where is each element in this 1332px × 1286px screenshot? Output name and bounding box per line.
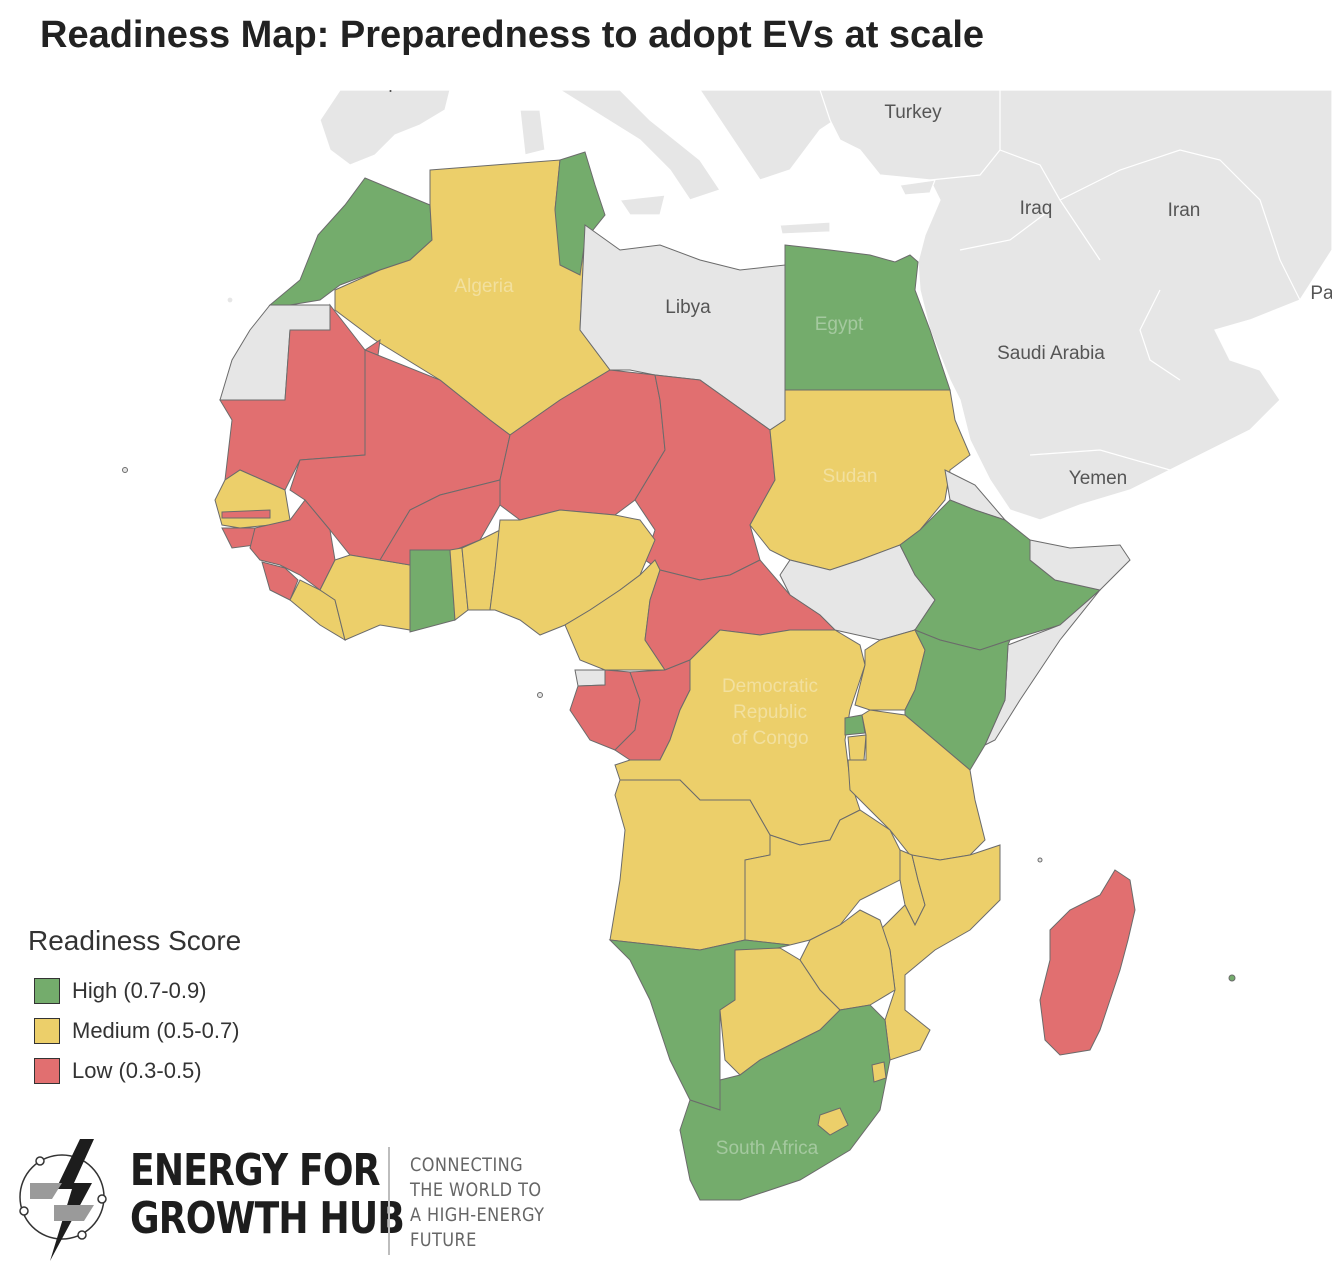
- country-madagascar[interactable]: [1039, 869, 1136, 1056]
- map-labels: Spain Turkey Iraq Iran Pa Libya Algeria …: [376, 90, 1332, 1159]
- italy-land: [558, 90, 721, 201]
- country-rwanda[interactable]: [844, 714, 866, 736]
- label-drc-line2: Republic: [733, 702, 807, 723]
- choropleth-map[interactable]: Spain Turkey Iraq Iran Pa Libya Algeria …: [0, 90, 1332, 1286]
- country-cote-divoire[interactable]: [319, 554, 411, 641]
- label-drc-line1: Democratic: [722, 676, 818, 697]
- label-libya: Libya: [665, 297, 711, 318]
- label-pakistan: Pa: [1310, 283, 1332, 304]
- country-comoros: [1037, 857, 1043, 863]
- legend-label-medium: Medium (0.5-0.7): [72, 1018, 240, 1043]
- country-lesotho[interactable]: [817, 1107, 849, 1136]
- spain-land: [319, 90, 451, 166]
- country-eswatini[interactable]: [871, 1061, 887, 1083]
- country-sao-tome: [537, 692, 543, 698]
- legend-title: Readiness Score: [28, 925, 242, 956]
- country-mauritius: [1228, 974, 1236, 982]
- country-sierra-leone[interactable]: [261, 561, 299, 601]
- sardinia-land: [519, 109, 546, 156]
- canary-islands: [226, 296, 234, 304]
- logo-mark-icon: [19, 1139, 107, 1261]
- neighbor-landmasses: [226, 90, 1332, 521]
- tagline-line4: FUTURE: [410, 1229, 477, 1251]
- africa-countries[interactable]: [122, 151, 1236, 1201]
- brand-name-line2: GROWTH HUB: [130, 1193, 405, 1244]
- logo-divider: [388, 1147, 390, 1255]
- country-south-africa[interactable]: [679, 1004, 891, 1201]
- label-iran: Iran: [1168, 200, 1201, 221]
- legend-label-low: Low (0.3-0.5): [72, 1058, 202, 1083]
- legend-swatch-medium: [34, 1018, 60, 1044]
- label-egypt: Egypt: [815, 314, 864, 335]
- legend-item-low[interactable]: Low (0.3-0.5): [28, 1051, 241, 1091]
- label-turkey: Turkey: [884, 102, 942, 123]
- label-yemen: Yemen: [1069, 468, 1127, 489]
- legend: Readiness Score High (0.7-0.9) Medium (0…: [28, 925, 241, 1091]
- label-drc-line3: of Congo: [731, 728, 808, 749]
- country-ghana[interactable]: [409, 549, 456, 633]
- brand-name: ENERGY FOR GROWTH HUB: [130, 1145, 405, 1244]
- label-spain: Spain: [376, 90, 425, 93]
- label-saudi-arabia: Saudi Arabia: [997, 343, 1105, 364]
- country-tanzania[interactable]: [847, 709, 986, 861]
- country-mozambique[interactable]: [879, 844, 1001, 1061]
- brand-name-line1: ENERGY FOR: [130, 1145, 381, 1196]
- map-title: Readiness Map: Preparedness to adopt EVs…: [40, 14, 985, 56]
- label-south-africa: South Africa: [716, 1138, 819, 1159]
- country-equatorial-guinea[interactable]: [574, 669, 606, 687]
- tagline-line3: A HIGH-ENERGY: [410, 1204, 545, 1226]
- country-kenya[interactable]: [904, 629, 1011, 771]
- country-gambia[interactable]: [221, 509, 271, 519]
- country-cape-verde: [122, 467, 128, 473]
- tagline-line1: CONNECTING: [410, 1154, 524, 1176]
- label-sudan: Sudan: [823, 466, 878, 487]
- label-iraq: Iraq: [1020, 198, 1053, 219]
- cyprus-land: [899, 179, 936, 196]
- legend-item-high[interactable]: High (0.7-0.9): [28, 971, 241, 1011]
- country-somalia[interactable]: [983, 539, 1131, 747]
- legend-label-high: High (0.7-0.9): [72, 978, 207, 1003]
- legend-swatch-low: [34, 1058, 60, 1084]
- logo-tagline: CONNECTING THE WORLD TO A HIGH-ENERGY FU…: [410, 1153, 544, 1253]
- legend-swatch-high: [34, 978, 60, 1004]
- sicily-land: [618, 194, 666, 216]
- label-algeria: Algeria: [454, 276, 514, 297]
- map-svg[interactable]: Spain Turkey Iraq Iran Pa Libya Algeria …: [0, 90, 1332, 1286]
- neighbor-borders: [929, 90, 1301, 471]
- tagline-line2: THE WORLD TO: [410, 1179, 542, 1201]
- legend-item-medium[interactable]: Medium (0.5-0.7): [28, 1011, 241, 1051]
- country-cameroon[interactable]: [564, 559, 666, 671]
- energy-for-growth-hub-logo[interactable]: ENERGY FOR GROWTH HUB CONNECTING THE WOR…: [10, 1135, 630, 1265]
- crete-land: [779, 221, 831, 235]
- country-burundi[interactable]: [847, 734, 867, 761]
